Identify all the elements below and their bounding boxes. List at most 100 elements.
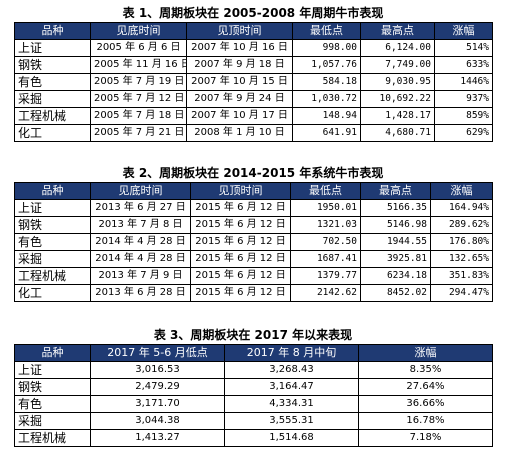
table3-cell: 1,514.68 bbox=[224, 429, 359, 447]
table1-cell: 4,680.71 bbox=[360, 124, 435, 142]
table2-header-cell: 品种 bbox=[14, 182, 91, 200]
table3-row: 有色 3,171.70 4,334.31 36.66% bbox=[14, 395, 493, 413]
table1-header-cell: 见底时间 bbox=[90, 22, 187, 40]
table3-cell: 3,555.31 bbox=[224, 412, 359, 430]
table3-name-cell: 上证 bbox=[14, 361, 91, 379]
table3-header-cell: 品种 bbox=[14, 344, 91, 362]
table1-cell: 2007 年 9 月 24 日 bbox=[186, 90, 293, 108]
table2-cell: 702.50 bbox=[290, 233, 361, 251]
table1-cell: 2005 年 7 月 19 日 bbox=[90, 73, 187, 91]
table1-title: 表 1、周期板块在 2005-2008 年周期牛市表现 bbox=[122, 6, 384, 20]
table2-cell: 3925.81 bbox=[360, 250, 431, 268]
table2-name-cell: 化工 bbox=[14, 284, 91, 302]
table3-cell: 3,016.53 bbox=[90, 361, 225, 379]
table2-cell: 2015 年 6 月 12 日 bbox=[190, 284, 291, 302]
table3-row: 采掘 3,044.38 3,555.31 16.78% bbox=[14, 412, 493, 430]
table3-row: 钢铁 2,479.29 3,164.47 27.64% bbox=[14, 378, 493, 396]
table1-header-cell: 涨幅 bbox=[434, 22, 493, 40]
table2-cell: 2015 年 6 月 12 日 bbox=[190, 233, 291, 251]
table2-header-cell: 见顶时间 bbox=[190, 182, 291, 200]
table1-cell: 514% bbox=[434, 39, 493, 57]
table1-cell: 641.91 bbox=[292, 124, 361, 142]
table2-cell: 2015 年 6 月 12 日 bbox=[190, 199, 291, 217]
table1-cell: 2005 年 6 月 6 日 bbox=[90, 39, 187, 57]
table1-name-cell: 有色 bbox=[14, 73, 91, 91]
table1-row: 有色 2005 年 7 月 19 日 2007 年 10 月 15 日 584.18 9… bbox=[14, 73, 493, 91]
table2-cell: 2142.62 bbox=[290, 284, 361, 302]
table1-cell: 633% bbox=[434, 56, 493, 74]
table2-cell: 2014 年 4 月 28 日 bbox=[90, 233, 191, 251]
table3-cell: 4,334.31 bbox=[224, 395, 359, 413]
table2-cell: 1950.01 bbox=[290, 199, 361, 217]
table1-cell: 2007 年 9 月 18 日 bbox=[186, 56, 293, 74]
table2-header-cell: 涨幅 bbox=[430, 182, 493, 200]
table1-row: 化工 2005 年 7 月 21 日 2008 年 1 月 10 日 641.91 4,… bbox=[14, 124, 493, 142]
table3-row: 工程机械 1,413.27 1,514.68 7.18% bbox=[14, 429, 493, 447]
table1-cell: 7,749.00 bbox=[360, 56, 435, 74]
table2-title: 表 2、周期板块在 2014-2015 年系统牛市表现 bbox=[122, 166, 384, 180]
table1-cell: 629% bbox=[434, 124, 493, 142]
table1-cell: 859% bbox=[434, 107, 493, 125]
table2-cell: 1687.41 bbox=[290, 250, 361, 268]
table2-cell: 132.65% bbox=[430, 250, 493, 268]
table2-header-cell: 最低点 bbox=[290, 182, 361, 200]
table2-cell: 2015 年 6 月 12 日 bbox=[190, 250, 291, 268]
table2-cell: 2013 年 6 月 28 日 bbox=[90, 284, 191, 302]
table2-cell: 8452.02 bbox=[360, 284, 431, 302]
table1-header-cell: 品种 bbox=[14, 22, 91, 40]
table2-name-cell: 有色 bbox=[14, 233, 91, 251]
table1-header-cell: 最低点 bbox=[292, 22, 361, 40]
table2-cell: 2015 年 6 月 12 日 bbox=[190, 267, 291, 285]
table2-row: 采掘 2014 年 4 月 28 日 2015 年 6 月 12 日 1687.41 3… bbox=[14, 250, 493, 268]
table2-name-cell: 钢铁 bbox=[14, 216, 91, 234]
table3-cell: 36.66% bbox=[358, 395, 493, 413]
table3-title: 表 3、周期板块在 2017 年以来表现 bbox=[153, 328, 353, 342]
table3-cell: 3,171.70 bbox=[90, 395, 225, 413]
table2-header-cell: 见底时间 bbox=[90, 182, 191, 200]
table1-cell: 1,428.17 bbox=[360, 107, 435, 125]
table3-name-cell: 工程机械 bbox=[14, 429, 91, 447]
table1-row: 钢铁 2005 年 11 月 16 日 2007 年 9 月 18 日 1,057.7… bbox=[14, 56, 493, 74]
table2-cell: 2013 年 6 月 27 日 bbox=[90, 199, 191, 217]
table3-cell: 3,268.43 bbox=[224, 361, 359, 379]
table3: 品种 2017 年 5-6 月低点 2017 年 8 月中旬 涨幅 上证 3,01… bbox=[14, 344, 493, 447]
table1-cell: 998.00 bbox=[292, 39, 361, 57]
table3-name-cell: 有色 bbox=[14, 395, 91, 413]
table2-header-row: 品种 见底时间 见顶时间 最低点 最高点 涨幅 bbox=[14, 182, 493, 200]
table2-name-cell: 采掘 bbox=[14, 250, 91, 268]
table3-cell: 1,413.27 bbox=[90, 429, 225, 447]
table2-row: 上证 2013 年 6 月 27 日 2015 年 6 月 12 日 1950.01 5… bbox=[14, 199, 493, 217]
table3-cell: 27.64% bbox=[358, 378, 493, 396]
table3-name-cell: 采掘 bbox=[14, 412, 91, 430]
table2-row: 钢铁 2013 年 7 月 8 日 2015 年 6 月 12 日 1321.03 51… bbox=[14, 216, 493, 234]
table1-name-cell: 采掘 bbox=[14, 90, 91, 108]
table2-cell: 6234.18 bbox=[360, 267, 431, 285]
table3-cell: 8.35% bbox=[358, 361, 493, 379]
table2-cell: 5166.35 bbox=[360, 199, 431, 217]
table3-header-cell: 2017 年 8 月中旬 bbox=[224, 344, 359, 362]
table3-row: 上证 3,016.53 3,268.43 8.35% bbox=[14, 361, 493, 379]
table2-cell: 289.62% bbox=[430, 216, 493, 234]
table1-cell: 2005 年 7 月 18 日 bbox=[90, 107, 187, 125]
table2-name-cell: 工程机械 bbox=[14, 267, 91, 285]
table1-cell: 1,057.76 bbox=[292, 56, 361, 74]
table2-row: 化工 2013 年 6 月 28 日 2015 年 6 月 12 日 2142.62 8… bbox=[14, 284, 493, 302]
table1-cell: 2008 年 1 月 10 日 bbox=[186, 124, 293, 142]
table2-cell: 294.47% bbox=[430, 284, 493, 302]
table1-name-cell: 化工 bbox=[14, 124, 91, 142]
table1-header-cell: 见顶时间 bbox=[186, 22, 293, 40]
table3-cell: 7.18% bbox=[358, 429, 493, 447]
table1-cell: 9,030.95 bbox=[360, 73, 435, 91]
table2-cell: 164.94% bbox=[430, 199, 493, 217]
table1-cell: 2007 年 10 月 16 日 bbox=[186, 39, 293, 57]
table1-cell: 584.18 bbox=[292, 73, 361, 91]
table1-cell: 937% bbox=[434, 90, 493, 108]
table2-cell: 1379.77 bbox=[290, 267, 361, 285]
table3-header-cell: 2017 年 5-6 月低点 bbox=[90, 344, 225, 362]
table2-cell: 5146.98 bbox=[360, 216, 431, 234]
table1-header-cell: 最高点 bbox=[360, 22, 435, 40]
table2-cell: 2015 年 6 月 12 日 bbox=[190, 216, 291, 234]
table2-cell: 2013 年 7 月 8 日 bbox=[90, 216, 191, 234]
table1-cell: 2007 年 10 月 17 日 bbox=[186, 107, 293, 125]
table1: 品种 见底时间 见顶时间 最低点 最高点 涨幅 上证 2005 年 6 月 6 日… bbox=[14, 22, 493, 142]
